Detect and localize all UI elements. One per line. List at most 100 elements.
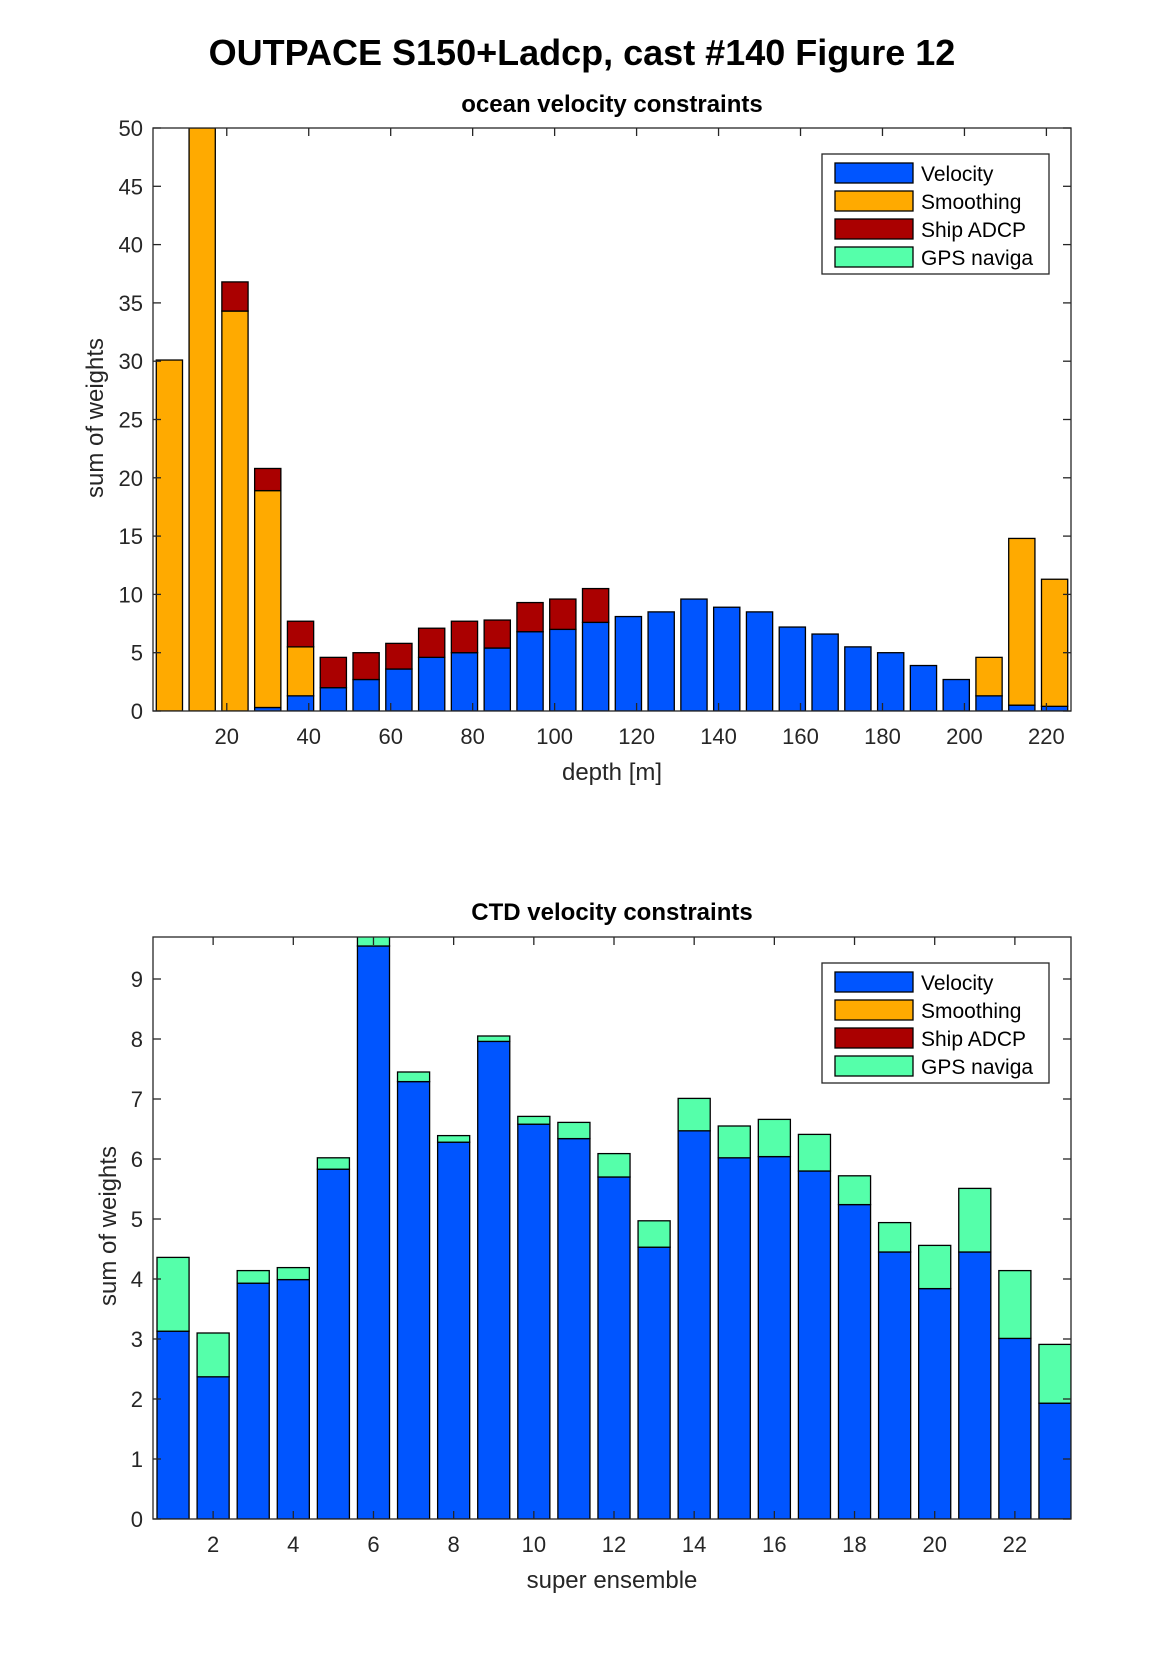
bar-gps-naviga — [757, 1118, 792, 1158]
legend-swatch — [834, 999, 914, 1021]
x-tick-label: 10 — [522, 1532, 546, 1557]
x-tick-label: 12 — [602, 1532, 626, 1557]
bar-smoothing — [1040, 578, 1069, 707]
bar-velocity — [680, 598, 708, 711]
y-tick-label: 30 — [119, 349, 143, 374]
y-tick-label: 7 — [131, 1087, 143, 1112]
bar-velocity — [356, 945, 391, 1519]
y-tick-label: 8 — [131, 1027, 143, 1052]
bar-velocity — [1008, 704, 1036, 711]
bar-ship-adcp — [450, 620, 479, 654]
bar-velocity — [517, 1123, 551, 1519]
bars — [155, 128, 1069, 711]
axes-box — [152, 936, 1072, 1520]
x-tick-label: 200 — [946, 724, 983, 749]
x-tick-label: 60 — [378, 724, 402, 749]
y-axis-label: sum of weights — [95, 1146, 122, 1306]
y-tick-label: 45 — [119, 174, 143, 199]
chart-title: ocean velocity constraints — [461, 91, 762, 118]
x-tick-label: 18 — [842, 1532, 866, 1557]
bar-gps-naviga — [677, 1097, 711, 1132]
bar-velocity — [811, 633, 839, 711]
bar-velocity — [236, 1282, 270, 1519]
legend-label: Ship ADCP — [921, 1028, 1026, 1051]
bar-velocity — [677, 1130, 711, 1519]
bar-ship-adcp — [319, 656, 348, 689]
bars — [156, 937, 1071, 1519]
legend-label: Velocity — [921, 972, 994, 995]
y-tick-label: 10 — [119, 582, 143, 607]
x-tick-label: 160 — [782, 724, 819, 749]
bar-gps-naviga — [236, 1269, 270, 1284]
bar-velocity — [918, 1287, 952, 1519]
x-tick-label: 40 — [296, 724, 320, 749]
bar-gps-naviga — [276, 1266, 310, 1281]
bar-velocity — [877, 1251, 912, 1519]
bar-gps-naviga — [1038, 1343, 1071, 1404]
bar-velocity — [316, 1168, 351, 1519]
bar-gps-naviga — [837, 1175, 872, 1206]
bar-velocity — [196, 1376, 230, 1519]
plot-area: 20 40 60 80 100 120 140 160 180 200 220 0 5 10 15 20 25 3… — [119, 116, 1072, 749]
legend-label: GPS naviga — [921, 247, 1033, 270]
legend: Velocity Smoothing Ship ADCP GPS naviga — [821, 153, 1050, 275]
x-tick-label: 14 — [682, 1532, 706, 1557]
y-tick-label: 3 — [131, 1327, 143, 1352]
bar-velocity — [156, 1330, 190, 1519]
bar-gps-naviga — [436, 1134, 471, 1143]
y-tick-label: 5 — [131, 1207, 143, 1232]
bar-gps-naviga — [517, 1115, 551, 1125]
legend-label: Ship ADCP — [921, 219, 1026, 242]
bar-ship-adcp — [581, 587, 610, 624]
legend-swatch — [834, 162, 914, 184]
bar-gps-naviga — [958, 1187, 992, 1253]
x-axis-label: super ensemble — [527, 1567, 698, 1594]
y-tick-label: 50 — [119, 116, 143, 141]
bar-velocity — [436, 1141, 471, 1519]
bar-gps-naviga — [477, 1035, 511, 1043]
bar-velocity — [614, 615, 643, 711]
x-tick-label: 120 — [618, 724, 655, 749]
bar-velocity — [516, 631, 544, 711]
bar-velocity — [483, 647, 512, 711]
bar-velocity — [942, 678, 971, 711]
y-tick-label: 2 — [131, 1387, 143, 1412]
bar-velocity — [876, 652, 905, 711]
y-axis-label: sum of weights — [82, 338, 109, 498]
bar-gps-naviga — [877, 1221, 912, 1253]
bar-velocity — [396, 1080, 431, 1519]
x-tick-label: 6 — [367, 1532, 379, 1557]
bar-velocity — [581, 621, 610, 711]
bar-velocity — [1040, 705, 1069, 711]
x-tick-label: 140 — [700, 724, 737, 749]
bar-velocity — [417, 656, 446, 711]
bar-smoothing — [286, 646, 315, 697]
bar-velocity — [1038, 1402, 1071, 1519]
y-tick-label: 0 — [131, 699, 143, 724]
bar-velocity — [319, 687, 348, 711]
bar-velocity — [712, 606, 741, 711]
y-tick-label: 6 — [131, 1147, 143, 1172]
legend-label: GPS naviga — [921, 1056, 1033, 1079]
bar-velocity — [998, 1337, 1032, 1519]
bar-velocity — [717, 1157, 751, 1519]
bar-velocity — [757, 1155, 792, 1519]
bar-velocity — [597, 1176, 631, 1519]
bar-ship-adcp — [221, 281, 249, 312]
legend-swatch — [834, 190, 914, 212]
bar-ship-adcp — [253, 467, 282, 492]
y-tick-label: 35 — [119, 291, 143, 316]
bar-smoothing — [253, 489, 282, 709]
bar-velocity — [909, 664, 938, 711]
bar-smoothing — [1008, 537, 1036, 706]
bar-velocity — [837, 1203, 872, 1519]
legend-label: Smoothing — [921, 1000, 1021, 1023]
bar-ship-adcp — [516, 601, 544, 633]
legend-swatch — [834, 1055, 914, 1077]
x-tick-label: 20 — [922, 1532, 946, 1557]
bar-gps-naviga — [717, 1125, 751, 1159]
x-tick-label: 80 — [460, 724, 484, 749]
x-tick-label: 4 — [287, 1532, 299, 1557]
